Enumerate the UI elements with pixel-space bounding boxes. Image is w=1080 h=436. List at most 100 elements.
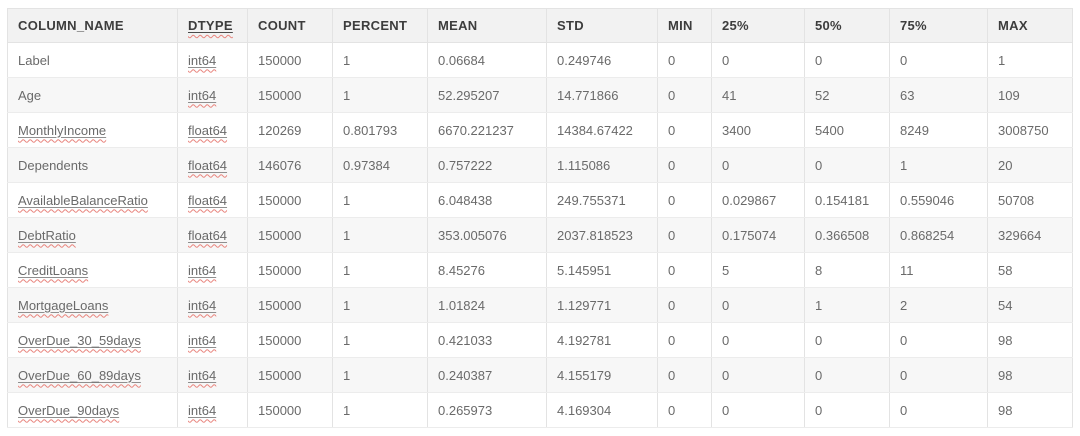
spellcheck-underline: int64 (188, 298, 216, 313)
cell-percent: 1 (332, 77, 428, 113)
cell-std: 1.129771 (546, 287, 658, 323)
underlined-word: AvailableBalanceRatio (18, 192, 148, 208)
cell-count: 150000 (247, 392, 333, 428)
table-row: AvailableBalanceRatio float64 150000 1 6.048… (7, 182, 1073, 218)
column-header-percent: PERCENT (332, 8, 428, 43)
cell-mean: 6.048438 (427, 182, 547, 218)
cell-percent: 1 (332, 182, 428, 218)
spellcheck-underline: int64 (188, 88, 216, 103)
underlined-word: OverDue_60_89days (18, 367, 141, 383)
cell-max: 58 (987, 252, 1073, 288)
cell-column_name: Label (7, 42, 178, 78)
column-header-max: MAX (987, 8, 1073, 43)
underlined-word: int64 (188, 402, 217, 418)
cell-min: 0 (657, 392, 712, 428)
cell-percent: 1 (332, 42, 428, 78)
table-row: Label int64 150000 1 0.06684 0.249746 0 0 0 0 1 (7, 42, 1073, 78)
cell-mean: 0.757222 (427, 147, 547, 183)
cell-mean: 1.01824 (427, 287, 547, 323)
cell-mean: 8.45276 (427, 252, 547, 288)
cell-max: 98 (987, 357, 1073, 393)
column-header-count: COUNT (247, 8, 333, 43)
spellcheck-underline: MortgageLoans (18, 298, 108, 313)
cell-max: 329664 (987, 217, 1073, 253)
cell-column_name: Dependents (7, 147, 178, 183)
underlined-word: int64 (188, 332, 217, 348)
cell-min: 0 (657, 147, 712, 183)
cell-p25: 0.175074 (711, 217, 805, 253)
cell-count: 146076 (247, 147, 333, 183)
cell-max: 109 (987, 77, 1073, 113)
cell-count: 150000 (247, 322, 333, 358)
underlined-word: float64 (188, 157, 228, 173)
cell-dtype: int64 (177, 392, 248, 428)
table-row: OverDue_60_89days int64 150000 1 0.240387 4.1… (7, 357, 1073, 393)
header-row: COLUMN_NAME DTYPE COUNT PERCENT MEAN STD MIN 25… (7, 8, 1073, 43)
cell-p75: 1 (889, 147, 988, 183)
cell-std: 2037.818523 (546, 217, 658, 253)
cell-column_name: MonthlyIncome (7, 112, 178, 148)
spellcheck-underline: int64 (188, 53, 216, 68)
cell-p75: 2 (889, 287, 988, 323)
cell-percent: 0.97384 (332, 147, 428, 183)
cell-percent: 1 (332, 322, 428, 358)
cell-p75: 0 (889, 322, 988, 358)
cell-std: 4.155179 (546, 357, 658, 393)
cell-max: 1 (987, 42, 1073, 78)
cell-p50: 0 (804, 42, 890, 78)
cell-column_name: Age (7, 77, 178, 113)
cell-p25: 0 (711, 287, 805, 323)
cell-dtype: int64 (177, 42, 248, 78)
cell-p75: 0 (889, 357, 988, 393)
cell-p50: 0.154181 (804, 182, 890, 218)
cell-min: 0 (657, 217, 712, 253)
underlined-word: MortgageLoans (18, 297, 109, 313)
cell-mean: 6670.221237 (427, 112, 547, 148)
table-row: Age int64 150000 1 52.295207 14.771866 0 41 52 63… (7, 77, 1073, 113)
cell-column_name: OverDue_60_89days (7, 357, 178, 393)
cell-count: 150000 (247, 182, 333, 218)
cell-p50: 0 (804, 357, 890, 393)
cell-p75: 11 (889, 252, 988, 288)
cell-min: 0 (657, 287, 712, 323)
cell-min: 0 (657, 252, 712, 288)
cell-count: 150000 (247, 252, 333, 288)
cell-p75: 8249 (889, 112, 988, 148)
spellcheck-underline: MonthlyIncome (18, 123, 106, 138)
cell-min: 0 (657, 357, 712, 393)
cell-p75: 0.868254 (889, 217, 988, 253)
cell-p75: 0.559046 (889, 182, 988, 218)
cell-std: 14.771866 (546, 77, 658, 113)
cell-percent: 1 (332, 217, 428, 253)
column-header-p50: 50% (804, 8, 890, 43)
cell-max: 98 (987, 322, 1073, 358)
cell-count: 150000 (247, 77, 333, 113)
table-row: OverDue_30_59days int64 150000 1 0.421033 4.1… (7, 322, 1073, 358)
cell-min: 0 (657, 42, 712, 78)
spellcheck-underline: int64 (188, 368, 216, 383)
cell-min: 0 (657, 182, 712, 218)
column-header-column_name: COLUMN_NAME (7, 8, 178, 43)
cell-std: 249.755371 (546, 182, 658, 218)
underlined-word: int64 (188, 52, 217, 68)
cell-mean: 0.06684 (427, 42, 547, 78)
cell-percent: 1 (332, 287, 428, 323)
cell-min: 0 (657, 112, 712, 148)
cell-p25: 0 (711, 42, 805, 78)
cell-p25: 0 (711, 392, 805, 428)
cell-dtype: int64 (177, 252, 248, 288)
spellcheck-underline: CreditLoans (18, 263, 88, 278)
cell-count: 150000 (247, 287, 333, 323)
cell-p75: 63 (889, 77, 988, 113)
underlined-word: OverDue_30_59days (18, 332, 141, 348)
cell-std: 14384.67422 (546, 112, 658, 148)
table-row: MortgageLoans int64 150000 1 1.01824 1.129771… (7, 287, 1073, 323)
spellcheck-underline: int64 (188, 263, 216, 278)
cell-mean: 0.240387 (427, 357, 547, 393)
table-row: OverDue_90days int64 150000 1 0.265973 4.1693… (7, 392, 1073, 428)
underlined-word: int64 (188, 262, 217, 278)
underlined-word: int64 (188, 87, 217, 103)
cell-dtype: int64 (177, 287, 248, 323)
cell-std: 4.169304 (546, 392, 658, 428)
